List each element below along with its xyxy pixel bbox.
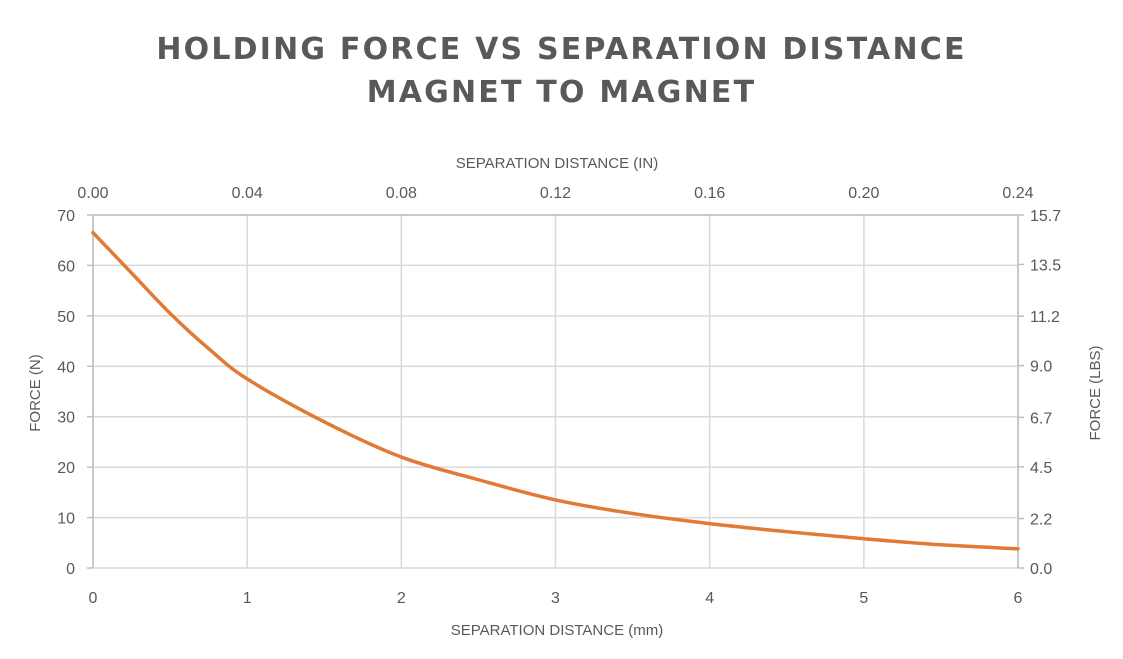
x2-tick-label: 0.08 <box>386 185 417 202</box>
y2-tick-label: 9.0 <box>1030 359 1052 376</box>
y-tick-label: 70 <box>57 208 75 225</box>
x-tick-label: 0 <box>89 590 98 607</box>
x2-tick-label: 0.04 <box>232 185 263 202</box>
y-tick-label: 50 <box>57 309 75 326</box>
y2-tick-label: 15.7 <box>1030 208 1061 225</box>
y-tick-label: 30 <box>57 410 75 427</box>
y2-tick-label: 13.5 <box>1030 257 1061 274</box>
x-tick-label: 5 <box>859 590 868 607</box>
x-tick-label: 4 <box>705 590 714 607</box>
y2-tick-label: 2.2 <box>1030 512 1052 529</box>
x2-tick-label: 0.00 <box>77 185 108 202</box>
y2-tick-label: 6.7 <box>1030 410 1052 427</box>
y-tick-label: 40 <box>57 359 75 376</box>
x2-tick-label: 0.12 <box>540 185 571 202</box>
grid-lines <box>92 214 1019 569</box>
y2-tick-label: 4.5 <box>1030 460 1052 477</box>
plot-frame <box>87 214 1024 569</box>
force-curve-line <box>91 230 1020 551</box>
x-tick-label: 3 <box>551 590 560 607</box>
y-tick-label: 20 <box>57 460 75 477</box>
x-tick-label: 1 <box>243 590 252 607</box>
y2-tick-label: 0.0 <box>1030 561 1052 578</box>
right-y-axis-title: FORCE (LBS) <box>1087 345 1104 440</box>
x2-tick-label: 0.20 <box>848 185 879 202</box>
x2-tick-label: 0.16 <box>694 185 725 202</box>
x2-tick-label: 0.24 <box>1002 185 1033 202</box>
y-tick-label: 0 <box>66 561 75 578</box>
y2-tick-label: 11.2 <box>1030 309 1060 326</box>
y-tick-label: 10 <box>57 511 75 528</box>
chart-title-line-1: HOLDING FORCE VS SEPARATION DISTANCE <box>156 32 967 67</box>
y-tick-label: 60 <box>57 258 75 275</box>
chart-title-line-2: MAGNET TO MAGNET <box>366 75 757 110</box>
x-tick-label: 6 <box>1014 590 1023 607</box>
tick-labels: 0 1 2 3 4 5 6 0.00 0.04 0.08 0.12 0.16 0.20 0.24 0 10 20… <box>57 185 1061 607</box>
x-axis-title: SEPARATION DISTANCE (mm) <box>451 622 664 639</box>
top-x-axis-title: SEPARATION DISTANCE (IN) <box>456 155 659 172</box>
y-axis-title: FORCE (N) <box>27 354 44 432</box>
x-tick-label: 2 <box>397 590 406 607</box>
